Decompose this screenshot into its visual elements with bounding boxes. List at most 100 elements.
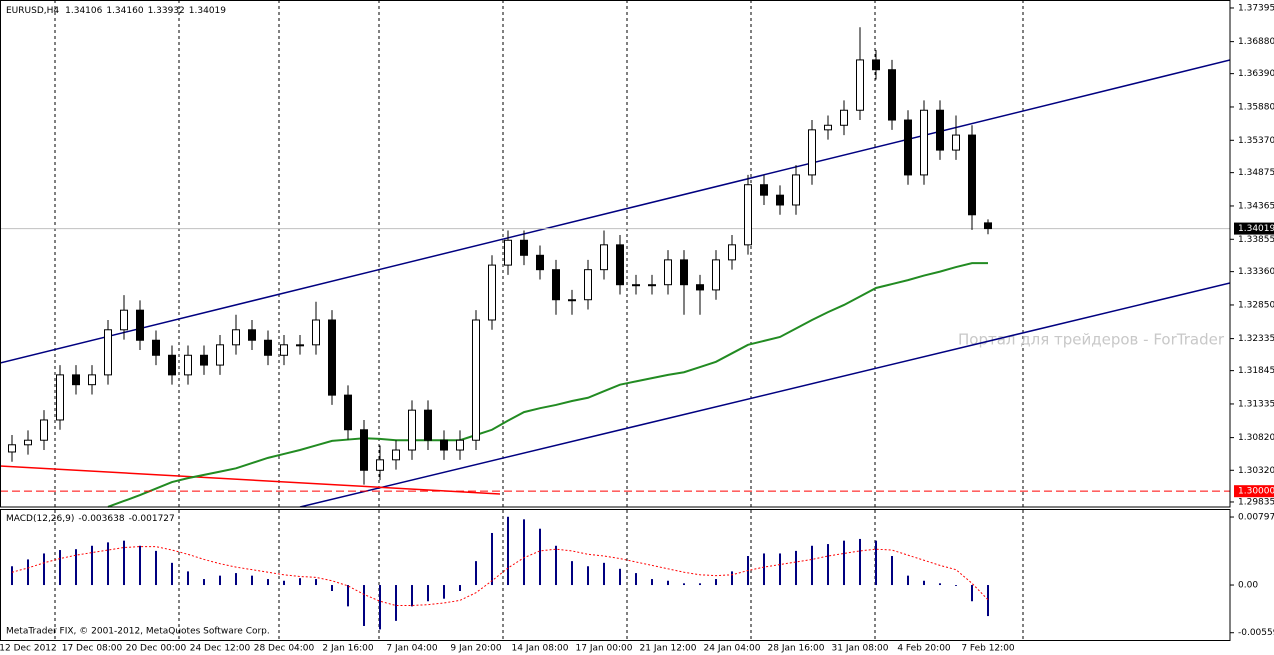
candle-body [88, 374, 96, 386]
y-tick-label: 1.31335 [1238, 399, 1274, 409]
candle-body [216, 344, 224, 366]
trend-line-red [0, 465, 501, 495]
quote-open: 1.34106 [65, 6, 102, 16]
trend-lines [0, 59, 1230, 507]
macd-value: -0.003638 [78, 514, 124, 524]
channel-upper [0, 59, 1230, 364]
x-tick-label: 14 Jan 08:00 [512, 644, 569, 654]
y-tick-label: 1.34875 [1238, 168, 1274, 178]
candle-body [696, 284, 704, 291]
candle-body [312, 319, 320, 346]
candle-body [24, 439, 32, 446]
candle-body [824, 124, 832, 131]
channel-lower [299, 282, 1230, 507]
candle-body [424, 409, 432, 441]
y-tick-label: 1.33855 [1238, 235, 1274, 245]
candle-body [376, 459, 384, 471]
candle-body [536, 254, 544, 271]
bid-label-box [1234, 222, 1274, 235]
y-tick-label: 1.37395 [1238, 3, 1274, 13]
period-separators [54, 0, 1024, 641]
candle-body [952, 134, 960, 151]
candle-body [264, 339, 272, 356]
candle-body [792, 174, 800, 206]
candle-body [104, 329, 112, 376]
main-pane-frame [0, 0, 1231, 508]
macd-pane-frame [0, 509, 1231, 641]
candle-body [72, 374, 80, 386]
x-tick-label: 17 Jan 00:00 [576, 644, 633, 654]
y-tick-label: 1.29835 [1238, 497, 1274, 507]
candle-body [712, 259, 720, 291]
candle-body [840, 109, 848, 126]
y-tick-label: 1.36880 [1238, 37, 1274, 47]
x-tick-label: 17 Dec 08:00 [62, 644, 123, 654]
symbol: EURUSD,H4 [6, 6, 59, 16]
candle-body [968, 134, 976, 216]
candle-body [504, 239, 512, 266]
x-tick-label: 28 Dec 04:00 [254, 644, 315, 654]
candle-body [232, 329, 240, 346]
y-tick-label: 1.34365 [1238, 201, 1274, 211]
candle-body [568, 299, 576, 302]
candle-body [8, 444, 16, 453]
footer: MetaTrader FIX, © 2001-2012, MetaQuotes … [6, 627, 270, 637]
candle-body [648, 284, 656, 287]
quote-high: 1.34160 [106, 6, 143, 16]
candle-body [680, 259, 688, 286]
macd-signal: -0.001727 [129, 514, 175, 524]
candle-body [600, 244, 608, 271]
level-label: 1.30000 [1238, 487, 1274, 497]
y-tick-label: -0.00559 [1238, 628, 1274, 638]
x-tick-label: 2 Jan 16:00 [322, 644, 374, 654]
candle-body [408, 409, 416, 451]
x-tick-label: 31 Jan 08:00 [832, 644, 889, 654]
x-tick-label: 7 Jan 04:00 [386, 644, 438, 654]
level-label-box [1234, 485, 1274, 498]
bid-label: 1.34019 [1238, 224, 1274, 234]
candle-body [200, 354, 208, 366]
y-tick-label: 1.30320 [1238, 466, 1274, 476]
candle-body [776, 194, 784, 206]
candle-body [472, 319, 480, 441]
candle-body [456, 439, 464, 451]
candle-body [584, 269, 592, 301]
x-tick-label: 24 Jan 04:00 [704, 644, 761, 654]
candle-body [168, 354, 176, 376]
candle-body [440, 439, 448, 451]
candle-body [856, 59, 864, 111]
candle-body [248, 329, 256, 341]
quote-close: 1.34019 [189, 6, 226, 16]
candle-body [888, 69, 896, 121]
candle-body [392, 449, 400, 461]
x-tick-label: 9 Jan 20:00 [450, 644, 502, 654]
macd-header: MACD(12,26,9) -0.003638 -0.001727 [6, 514, 175, 524]
candle-body [520, 239, 528, 256]
candle-body [632, 284, 640, 287]
candle-body [664, 259, 672, 286]
x-tick-label: 21 Jan 12:00 [640, 644, 697, 654]
y-tick-label: 1.32850 [1238, 300, 1274, 310]
quote-low: 1.33932 [148, 6, 185, 16]
y-tick-label: 1.36390 [1238, 69, 1274, 79]
candle-body [120, 309, 128, 331]
candle-body [808, 129, 816, 176]
x-tick-label: 12 Dec 2012 [0, 644, 57, 654]
candle-body [744, 184, 752, 246]
watermark: Портал для трейдеров - ForTrader [958, 331, 1225, 349]
y-tick-label: 1.32335 [1238, 334, 1274, 344]
candle-body [280, 344, 288, 356]
candle-body [616, 244, 624, 286]
candle-body [152, 339, 160, 356]
candle-body [360, 429, 368, 471]
y-tick-label: 1.35880 [1238, 102, 1274, 112]
candle-body [984, 222, 992, 230]
candle-body [728, 244, 736, 261]
signal-line [11, 546, 989, 607]
candle-body [40, 419, 48, 441]
candle-body [296, 344, 304, 347]
candle-body [56, 374, 64, 421]
plot-layer: 1.37395 1.36880 1.36390 1.35880 1.35370 1.348… [0, 3, 1274, 654]
